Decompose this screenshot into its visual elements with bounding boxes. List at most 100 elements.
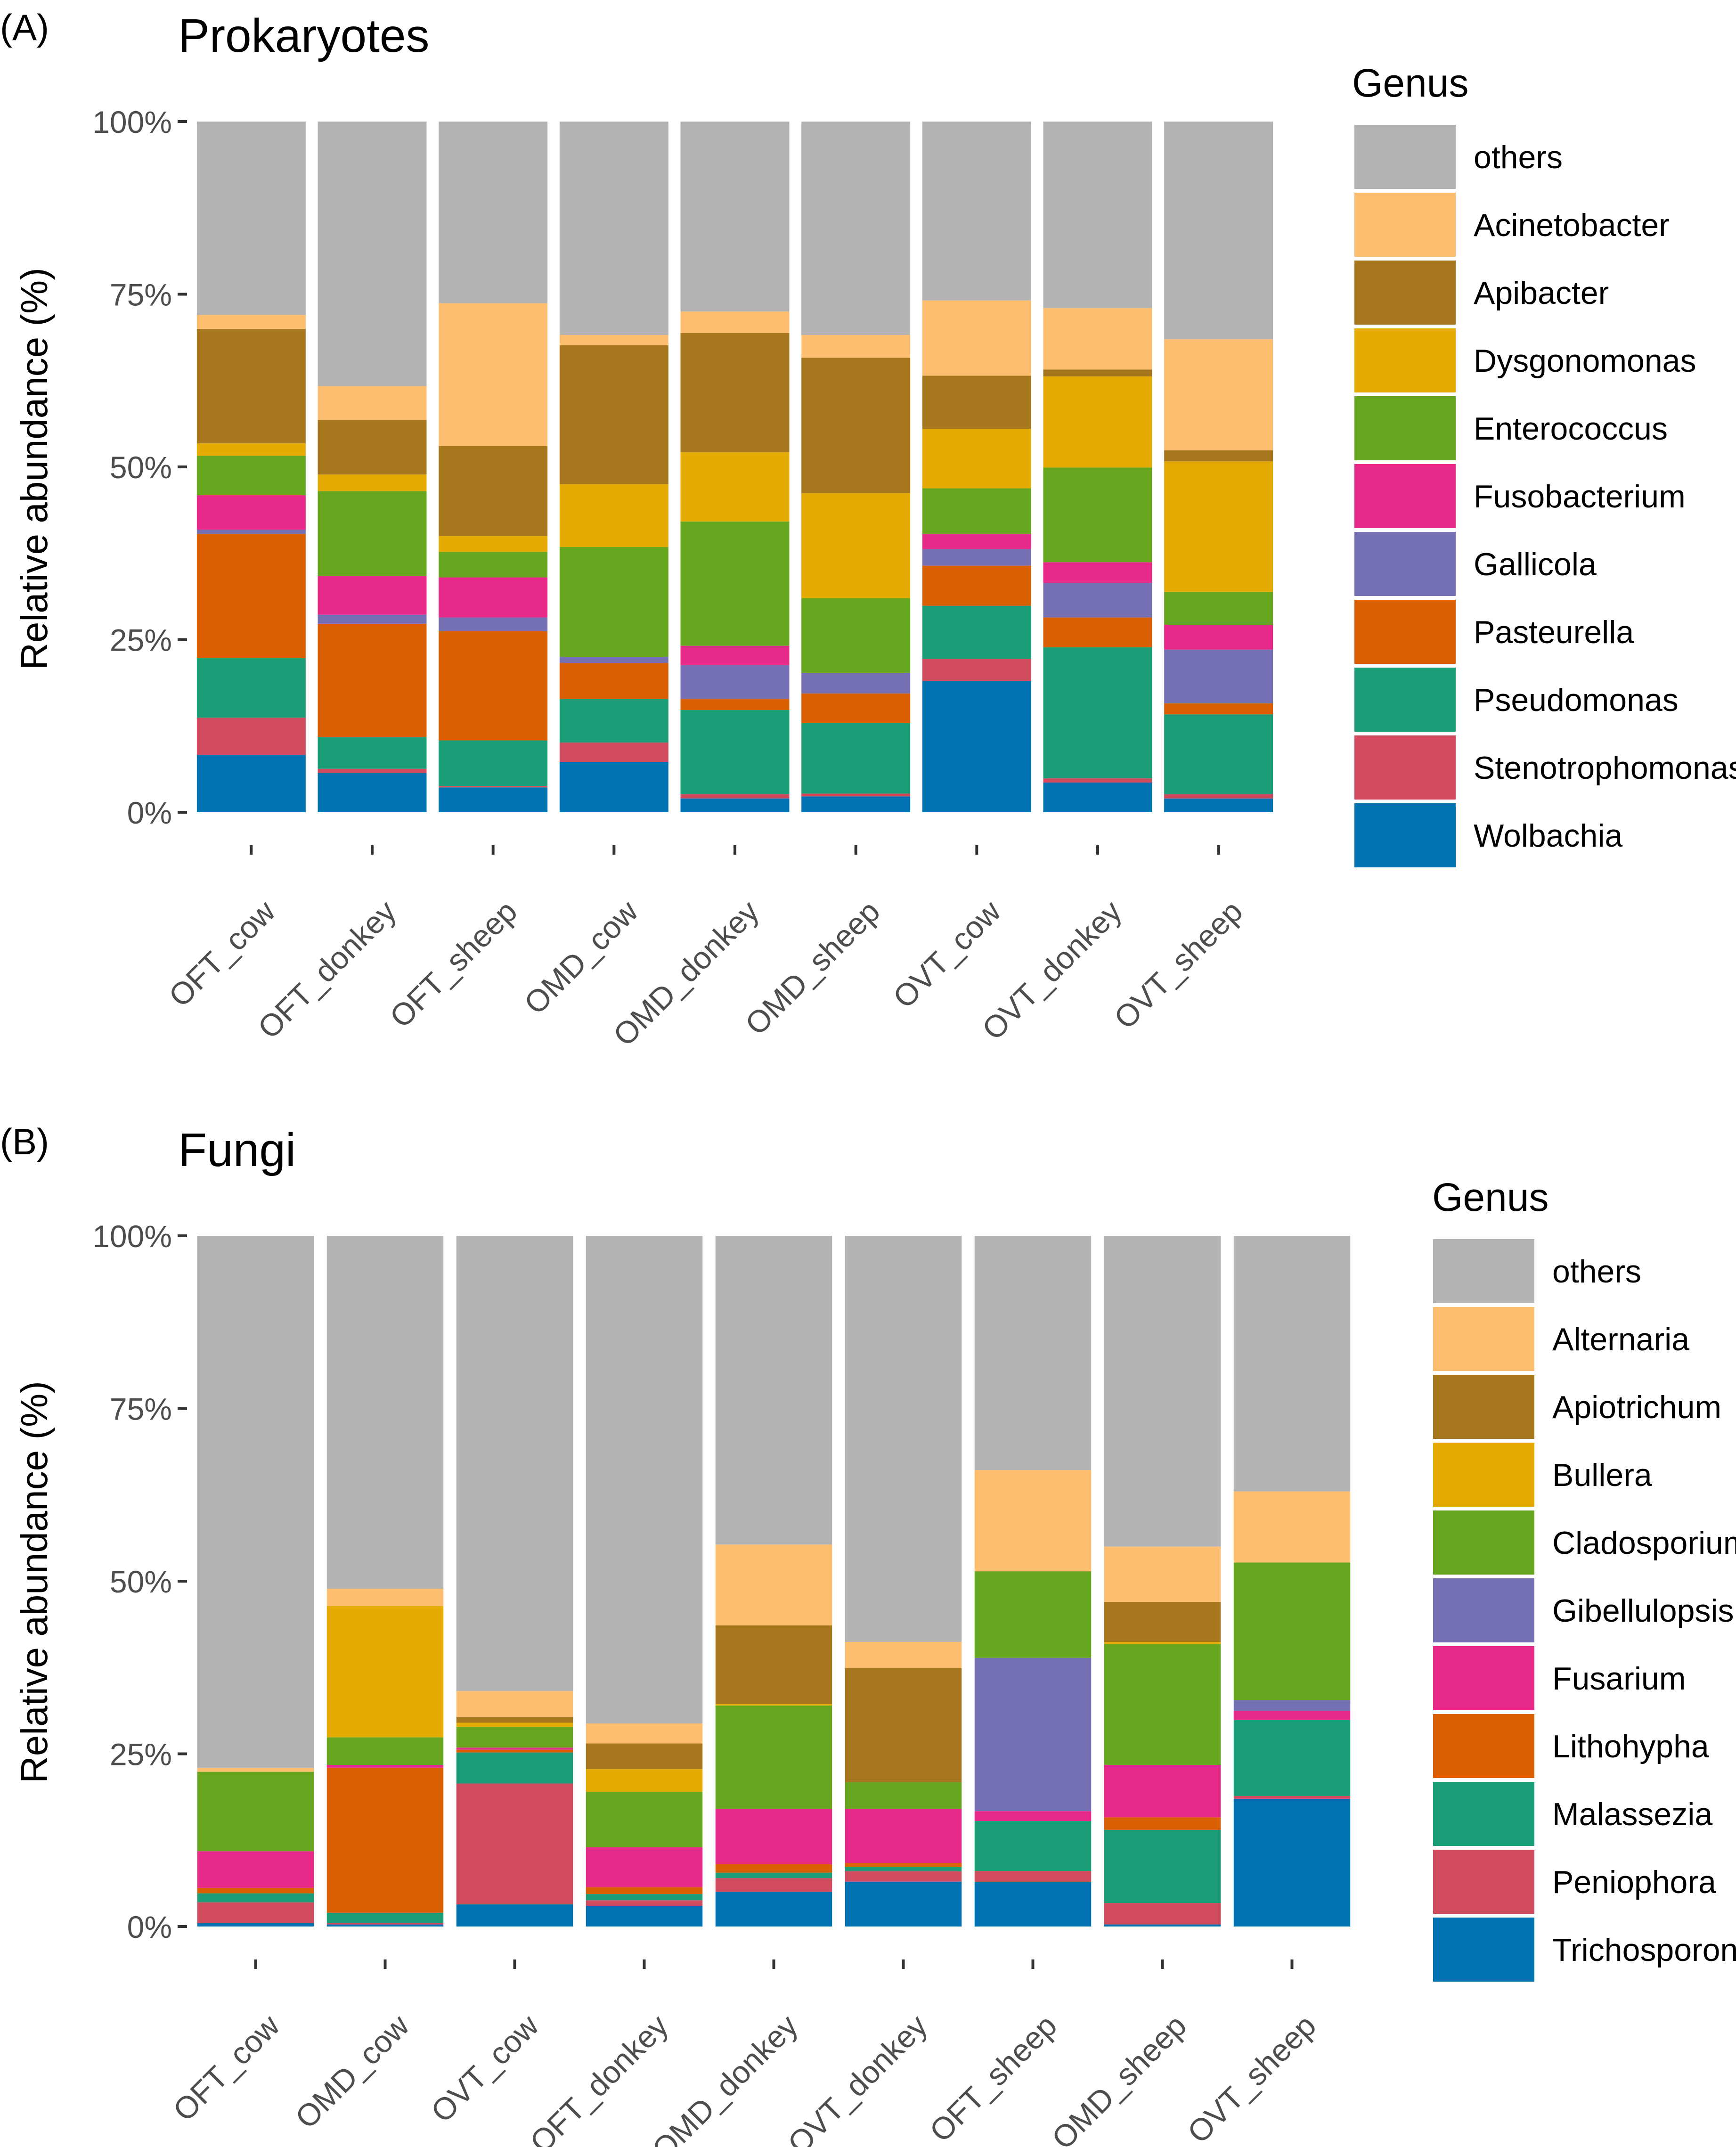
x-tick-label-omd_cow: OMD_cow	[517, 893, 644, 1020]
bar-segment-fusobacterium-omd_donkey	[680, 645, 790, 665]
bar-segment-gallicola-ovt_donkey	[1043, 583, 1152, 618]
bar-segment-fusarium-ovt_sheep	[1233, 1711, 1351, 1720]
legend-fungi: others Alternaria Apiotrichum Bullera Clados…	[1433, 1239, 1736, 1982]
bar-segment-fusobacterium-ovt_donkey	[1043, 562, 1152, 583]
legend-label-gallicola: Gallicola	[1474, 547, 1597, 582]
bar-segment-alternaria-ovt_sheep	[1233, 1491, 1351, 1563]
bar-segment-peniophora-ovt_cow	[456, 1783, 573, 1905]
bar-segment-pseudomonas-oft_sheep	[439, 740, 548, 786]
bar-segment-dysgonomonas-omd_cow	[559, 484, 668, 547]
legend-key-apibacter	[1354, 261, 1456, 325]
bar-segment-stenotrophomonas-ovt_sheep	[1164, 794, 1273, 799]
legend-label-trichosporon: Trichosporon	[1552, 1932, 1736, 1968]
bar-segment-cladosporium-omd_donkey	[715, 1705, 832, 1809]
legend-label-fusobacterium: Fusobacterium	[1474, 479, 1686, 514]
bar-segment-acinetobacter-oft_cow	[196, 315, 306, 329]
legend-key-fusarium	[1433, 1646, 1534, 1710]
y-tick-label: 0%	[127, 1910, 172, 1944]
bar-segment-pasteurella-omd_cow	[559, 663, 668, 699]
bar-segment-alternaria-ovt_donkey	[845, 1642, 962, 1668]
legend-key-fusobacterium	[1354, 464, 1456, 528]
bar-segment-malassezia-ovt_donkey	[845, 1867, 962, 1871]
bar-segment-dysgonomonas-ovt_sheep	[1164, 461, 1273, 592]
bar-segment-apibacter-ovt_donkey	[1043, 369, 1152, 376]
x-tick-label-omd_cow: OMD_cow	[288, 2008, 416, 2135]
bar-segment-cladosporium-ovt_cow	[456, 1727, 573, 1748]
bar-segment-fusobacterium-oft_cow	[196, 495, 306, 530]
legend-key-pseudomonas	[1354, 668, 1456, 732]
bar-segment-fusarium-omd_sheep	[1104, 1764, 1221, 1818]
bar-segment-trichosporon-omd_donkey	[715, 1892, 832, 1927]
bar-segment-dysgonomonas-ovt_cow	[922, 429, 1031, 489]
bar-segment-lithohypha-ovt_donkey	[845, 1863, 962, 1867]
legend-label-bullera: Bullera	[1552, 1457, 1652, 1493]
bar-segment-bullera-omd_cow	[326, 1606, 444, 1738]
y-tick-label: 100%	[92, 105, 172, 139]
legend-key-pasteurella	[1354, 600, 1456, 664]
legend-label-apiotrichum: Apiotrichum	[1552, 1389, 1721, 1425]
bar-segment-peniophora-oft_sheep	[974, 1871, 1092, 1882]
legend-label-others: others	[1552, 1254, 1641, 1290]
bar-segment-pasteurella-ovt_cow	[922, 565, 1031, 606]
bar-segment-others-omd_donkey	[715, 1236, 832, 1545]
legend-label-wolbachia: Wolbachia	[1474, 818, 1622, 854]
bar-segment-dysgonomonas-oft_donkey	[318, 474, 427, 491]
bar-segment-pseudomonas-omd_sheep	[801, 723, 911, 794]
bar-segment-alternaria-ovt_cow	[456, 1691, 573, 1717]
bar-segment-malassezia-ovt_sheep	[1233, 1720, 1351, 1796]
x-tick-label-omd_sheep: OMD_sheep	[1045, 2008, 1193, 2147]
bar-segment-others-omd_cow	[559, 122, 668, 335]
y-tick-label: 75%	[110, 278, 172, 312]
bar-segment-pseudomonas-oft_donkey	[318, 737, 427, 769]
bar-segment-cladosporium-omd_cow	[326, 1737, 444, 1765]
bar-segment-trichosporon-omd_sheep	[1104, 1924, 1221, 1927]
bar-segment-wolbachia-omd_sheep	[801, 796, 911, 812]
x-tick-label-ovt_donkey: OVT_donkey	[781, 2008, 934, 2147]
bar-segment-dysgonomonas-oft_cow	[196, 443, 306, 456]
bar-segment-pasteurella-omd_donkey	[680, 699, 790, 710]
bar-segment-wolbachia-ovt_cow	[922, 681, 1031, 812]
bar-segment-gallicola-ovt_sheep	[1164, 649, 1273, 703]
bar-segment-pasteurella-oft_sheep	[439, 631, 548, 741]
bar-segment-fusarium-oft_cow	[197, 1851, 314, 1888]
bar-segment-acinetobacter-oft_sheep	[439, 303, 548, 447]
x-tick-label-ovt_cow: OVT_cow	[886, 893, 1007, 1014]
bar-segment-apiotrichum-ovt_donkey	[845, 1668, 962, 1782]
bar-segment-trichosporon-omd_cow	[326, 1924, 444, 1927]
bar-segment-apibacter-ovt_sheep	[1164, 450, 1273, 462]
y-tick-label: 75%	[110, 1392, 172, 1427]
bar-segment-stenotrophomonas-oft_sheep	[439, 786, 548, 788]
y-tick-label: 50%	[110, 1564, 172, 1599]
bar-segment-pseudomonas-ovt_donkey	[1043, 647, 1152, 779]
bar-segment-apiotrichum-omd_sheep	[1104, 1601, 1221, 1642]
bar-segment-malassezia-ovt_cow	[456, 1752, 573, 1784]
bar-segment-alternaria-oft_cow	[197, 1767, 314, 1772]
bar-segment-peniophora-ovt_sheep	[1233, 1796, 1351, 1799]
bar-segment-gallicola-oft_donkey	[318, 614, 427, 624]
bar-segment-others-ovt_cow	[922, 122, 1031, 301]
bar-segment-peniophora-oft_cow	[197, 1902, 314, 1923]
bar-segment-others-oft_sheep	[974, 1236, 1092, 1470]
legend-label-acinetobacter: Acinetobacter	[1474, 207, 1670, 243]
bar-segment-others-omd_sheep	[801, 122, 911, 335]
bar-segment-others-oft_donkey	[586, 1236, 703, 1723]
bar-segment-enterococcus-ovt_donkey	[1043, 467, 1152, 563]
bar-segment-apibacter-omd_cow	[559, 345, 668, 484]
bar-segment-stenotrophomonas-oft_cow	[196, 718, 306, 755]
x-tick-label-ovt_cow: OVT_cow	[424, 2008, 545, 2129]
bar-segment-fusarium-ovt_donkey	[845, 1809, 962, 1863]
bar-segment-gibellulopsis-ovt_sheep	[1233, 1700, 1351, 1711]
bar-segment-gibellulopsis-oft_sheep	[974, 1657, 1092, 1812]
bar-segment-wolbachia-omd_cow	[559, 761, 668, 812]
bar-segment-enterococcus-ovt_sheep	[1164, 591, 1273, 625]
bar-segment-others-omd_cow	[326, 1236, 444, 1589]
bar-segment-stenotrophomonas-omd_cow	[559, 742, 668, 762]
panel-fungi: (B) Fungi Relative abundance (%) Genus 0…	[0, 1121, 1736, 2147]
panel-prokaryotes: (A) Prokaryotes Relative abundance (%) G…	[0, 7, 1736, 1053]
bar-segment-fusarium-omd_donkey	[715, 1809, 832, 1865]
bar-segment-malassezia-oft_sheep	[974, 1821, 1092, 1871]
legend-label-pasteurella: Pasteurella	[1474, 614, 1634, 650]
bar-segment-apibacter-omd_sheep	[801, 358, 911, 493]
bar-segment-trichosporon-ovt_sheep	[1233, 1798, 1351, 1927]
legend-label-pseudomonas: Pseudomonas	[1474, 682, 1679, 718]
